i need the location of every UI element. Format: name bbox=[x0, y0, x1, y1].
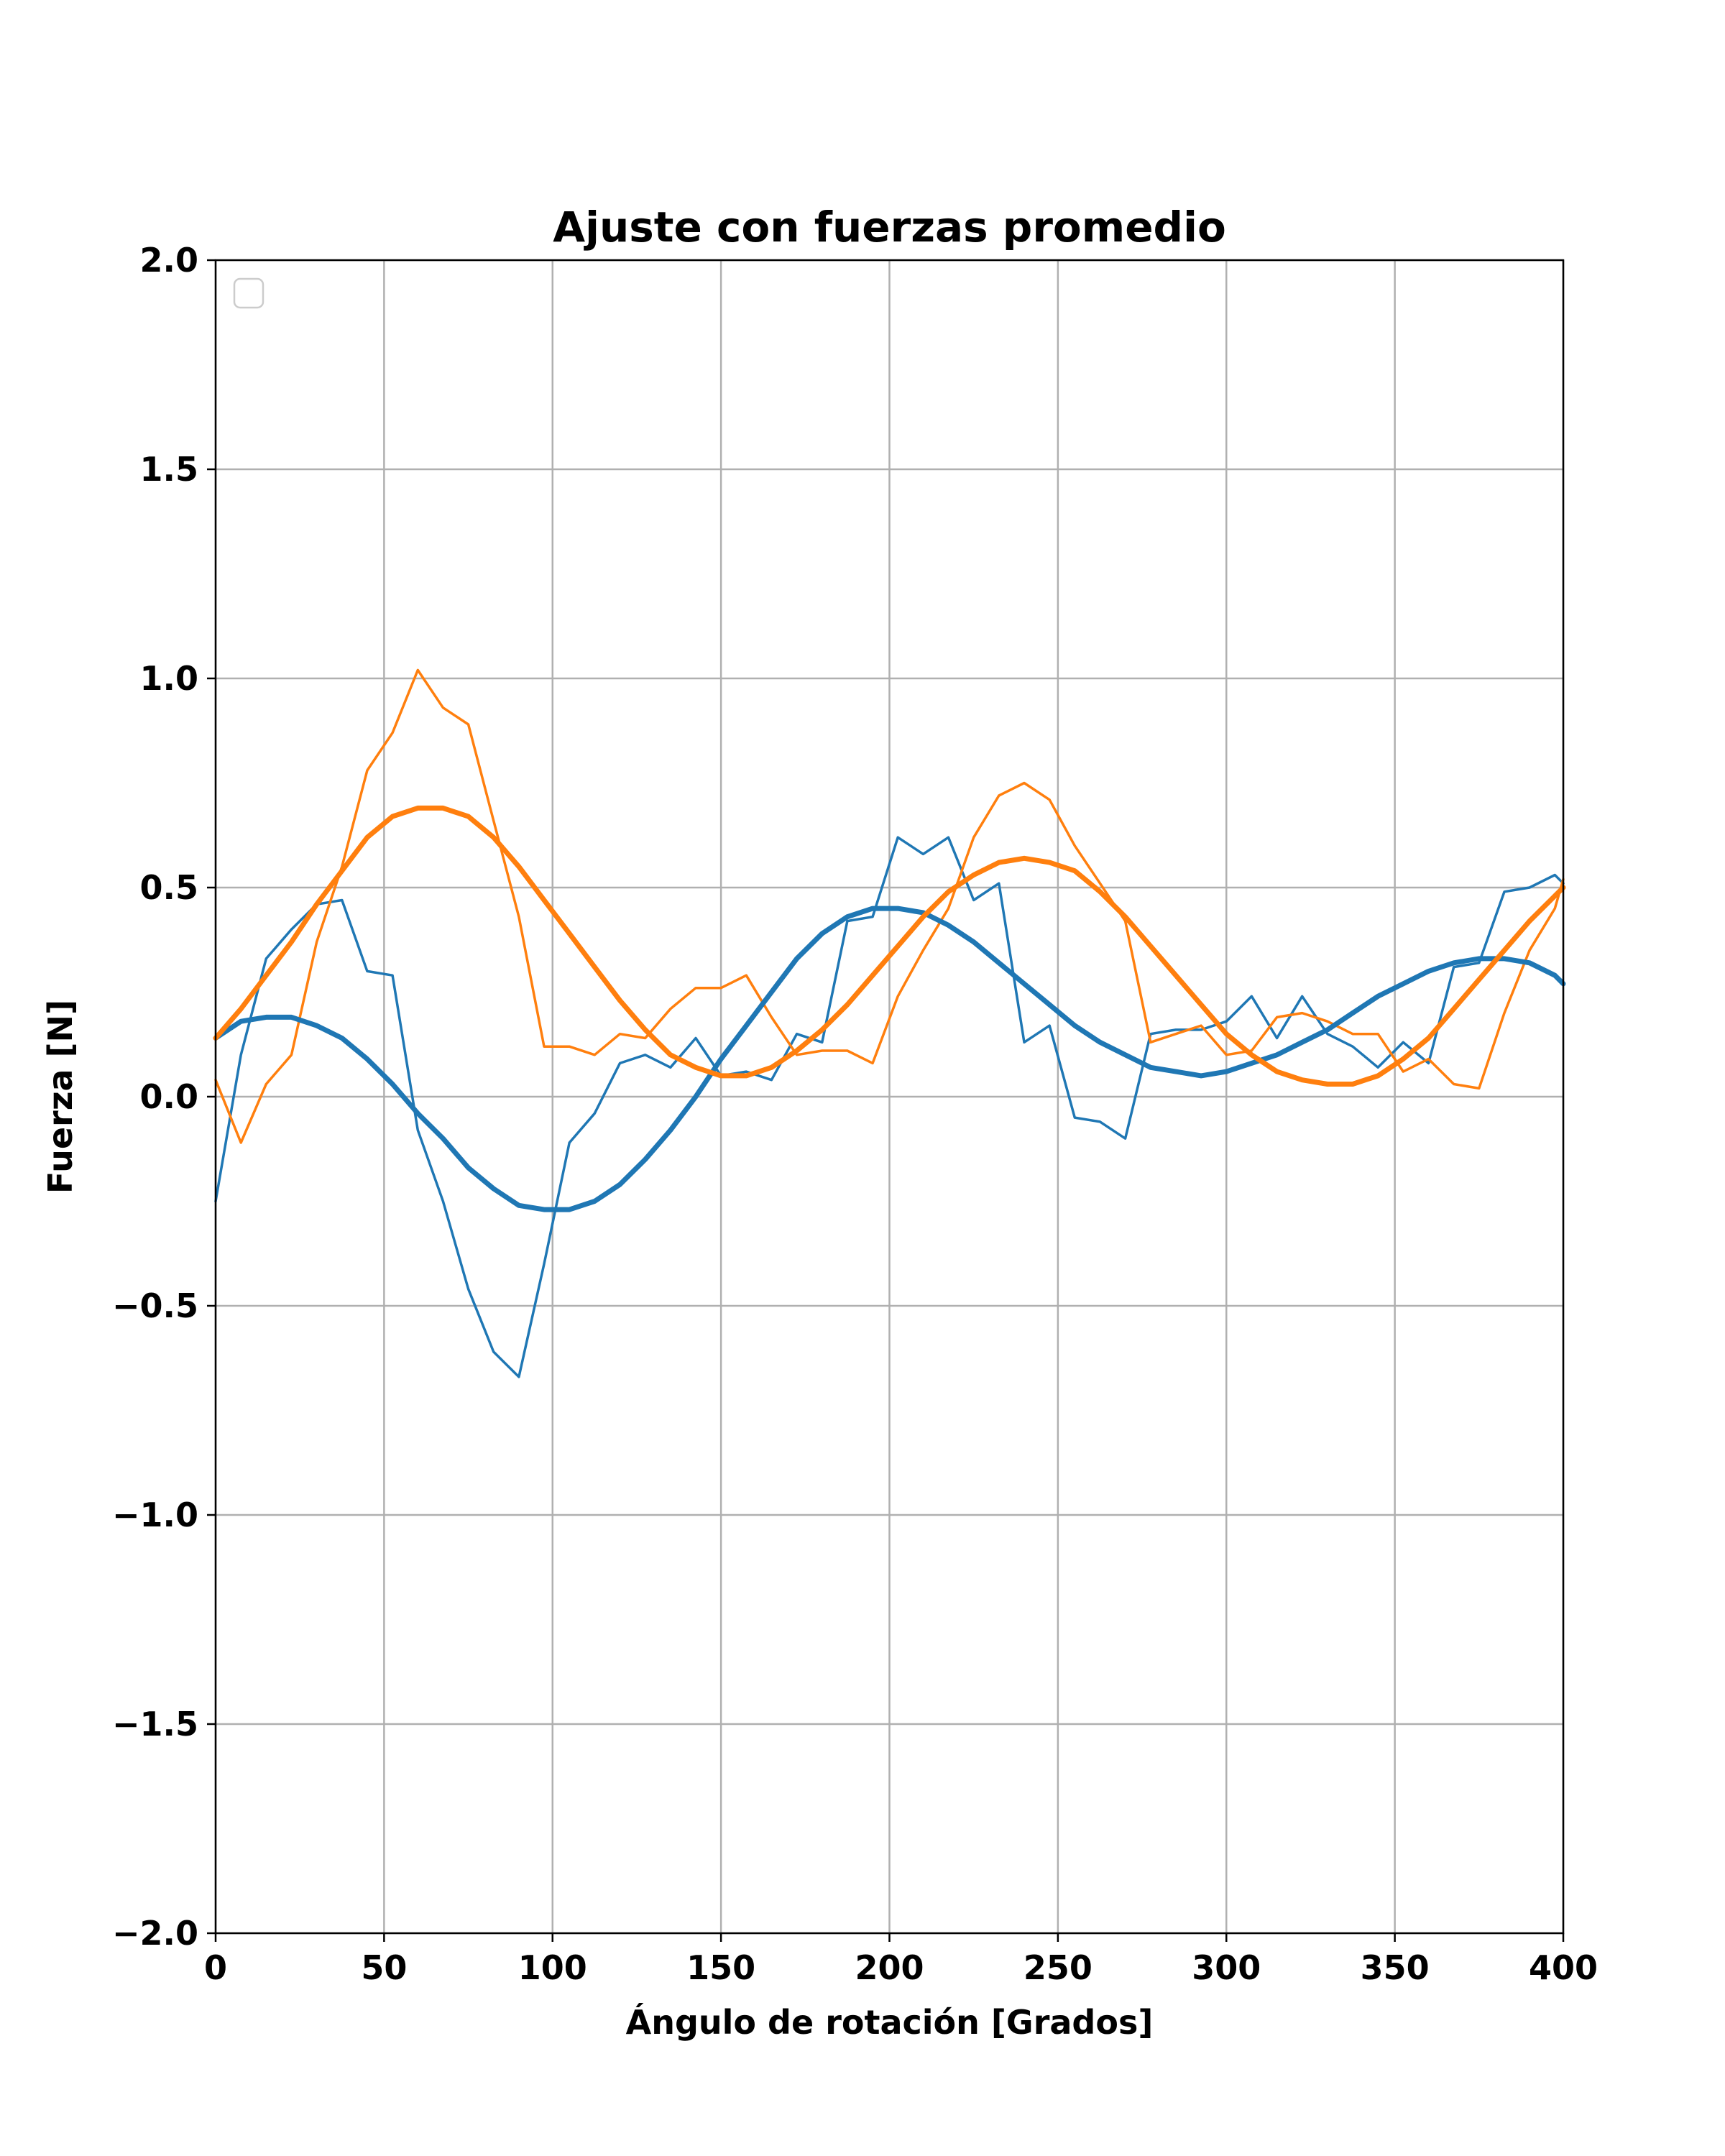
legend-box bbox=[233, 277, 264, 309]
y-axis-label: Fuerza [N] bbox=[41, 1000, 80, 1194]
x-tick-label: 300 bbox=[1192, 1948, 1261, 1987]
series-layer bbox=[213, 668, 1566, 1378]
y-tick-label: 2.0 bbox=[140, 241, 199, 280]
y-tick-label: −1.0 bbox=[112, 1496, 198, 1534]
x-tick-label: 350 bbox=[1361, 1948, 1430, 1987]
series-line-4 bbox=[213, 805, 1566, 1087]
x-tick-label: 150 bbox=[686, 1948, 755, 1987]
x-tick-label: 0 bbox=[204, 1948, 227, 1987]
y-tick-label: 1.5 bbox=[140, 450, 199, 489]
y-tick-label: 0.0 bbox=[140, 1077, 199, 1116]
y-tick-label: −1.5 bbox=[112, 1705, 198, 1743]
y-tick-label: −2.0 bbox=[112, 1914, 198, 1953]
y-tick-label: −0.5 bbox=[112, 1286, 198, 1325]
series-line-2 bbox=[214, 668, 1565, 1144]
chart-title: Ajuste con fuerzas promedio bbox=[553, 203, 1226, 252]
x-tick-label: 100 bbox=[518, 1948, 587, 1987]
y-tick-label: 1.0 bbox=[140, 659, 199, 698]
series-line-3 bbox=[213, 906, 1566, 1212]
x-axis-label: Ángulo de rotación [Grados] bbox=[626, 2003, 1154, 2042]
x-tick-label: 250 bbox=[1024, 1948, 1092, 1987]
x-tick-label: 200 bbox=[855, 1948, 924, 1987]
series-line-1 bbox=[214, 836, 1565, 1378]
ticks: 0 50 100 150 200 250 300 350 400 −2.0 −1.5 −1.0 −0.5… bbox=[112, 241, 1598, 1987]
x-tick-label: 400 bbox=[1529, 1948, 1598, 1987]
y-tick-label: 0.5 bbox=[140, 868, 199, 907]
x-tick-label: 50 bbox=[361, 1948, 407, 1987]
